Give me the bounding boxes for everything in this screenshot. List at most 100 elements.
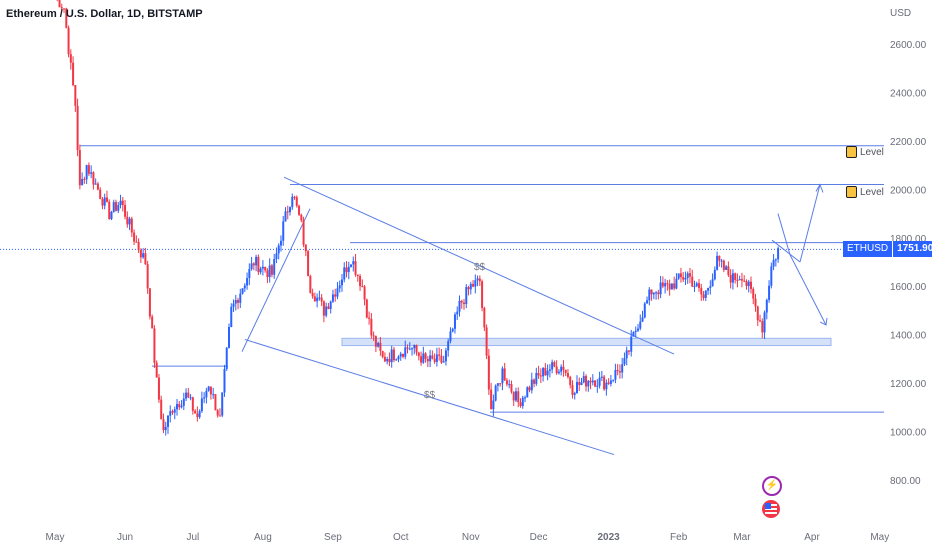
candle-body: [517, 391, 520, 403]
candle-body: [682, 277, 685, 280]
candle-body: [223, 369, 226, 393]
candle-body: [481, 281, 484, 309]
candle-body: [273, 259, 276, 275]
candle-body: [551, 362, 554, 370]
candle-body: [112, 202, 115, 212]
candle-body: [722, 260, 725, 270]
axis-layer: 2600.00 2400.00 2200.00 2000.00 1800.00 1600.…: [46, 40, 927, 543]
candle-body: [591, 380, 594, 383]
candle-body: [637, 328, 640, 331]
candle-body: [652, 292, 655, 295]
y-tick-label: 1400.00: [890, 331, 927, 342]
x-tick-label: Jul: [186, 532, 199, 543]
candle-body: [417, 352, 420, 357]
candle-body: [124, 205, 127, 217]
candle-body: [85, 165, 88, 180]
level-label-2[interactable]: Level: [846, 186, 884, 198]
candle-body: [765, 299, 768, 313]
candle-body: [535, 373, 538, 384]
candle-body: [92, 172, 95, 185]
candle-body: [155, 362, 158, 378]
candle-body: [707, 287, 710, 291]
candle-body: [749, 281, 752, 289]
candle-body: [627, 350, 630, 352]
candle-body: [196, 413, 199, 418]
candle-body: [291, 196, 294, 208]
candle-body: [609, 380, 612, 384]
candle-body: [137, 241, 140, 250]
candle-body: [232, 303, 235, 307]
candle-body: [673, 283, 676, 289]
candle-body: [237, 299, 240, 303]
lightning-icon[interactable]: ⚡: [762, 476, 782, 496]
currency-label: USD: [890, 8, 912, 19]
candle-body: [185, 392, 188, 399]
candle-body: [279, 240, 282, 246]
candle-body: [133, 232, 136, 242]
candle-body: [596, 385, 599, 387]
candle-body: [347, 266, 350, 273]
candle-body: [320, 297, 323, 302]
candle-body: [718, 255, 721, 261]
candle-body: [160, 399, 163, 420]
candle-body: [311, 292, 314, 297]
candle-body: [469, 284, 472, 290]
candle-body: [736, 280, 739, 282]
channel-lower-line: [244, 339, 615, 456]
candle-body: [128, 218, 131, 225]
candle-body: [261, 266, 264, 269]
y-tick-label: 2200.00: [890, 137, 927, 148]
candle-body: [383, 356, 386, 362]
candle-body: [277, 245, 280, 254]
candle-body: [537, 373, 540, 376]
candle-body: [727, 266, 730, 275]
price-badge: ETHUSD 1751.90: [843, 241, 932, 257]
candle-body: [216, 410, 219, 416]
candle-body: [264, 266, 267, 271]
candle-body: [616, 370, 619, 372]
x-tick-label: May: [870, 532, 889, 543]
candle-body: [752, 288, 755, 299]
flag-icon[interactable]: [762, 500, 780, 518]
candle-body: [354, 261, 357, 275]
candle-body: [194, 410, 197, 414]
chart-title: Ethereum / U.S. Dollar, 1D, BITSTAMP: [6, 8, 203, 20]
candle-body: [275, 253, 278, 260]
candle-body: [270, 265, 273, 275]
candle-body: [65, 8, 68, 28]
level-label-1[interactable]: Level: [846, 146, 884, 158]
channel-upper-line: [283, 176, 675, 355]
candle-body: [557, 371, 560, 374]
candle-body: [548, 369, 551, 371]
candle-body: [300, 214, 303, 221]
candle-body: [309, 275, 312, 293]
candle-body: [688, 273, 691, 277]
candle-body: [293, 196, 296, 198]
candle-body: [546, 370, 549, 376]
candle-body: [96, 183, 99, 190]
candle-body: [494, 385, 497, 401]
candle-body: [388, 358, 391, 363]
candle-body: [702, 294, 705, 298]
candle-body: [575, 382, 578, 394]
candle-body: [166, 415, 169, 427]
candle-body: [60, 7, 63, 9]
candle-body: [334, 294, 337, 297]
x-tick-label: Dec: [530, 532, 548, 543]
candle-body: [252, 263, 255, 266]
candle-body: [485, 327, 488, 356]
candle-body: [571, 384, 574, 395]
candle-body: [379, 342, 382, 351]
candle-body: [456, 311, 459, 315]
candle-body: [377, 342, 380, 347]
candle-body: [449, 331, 452, 342]
candle-body: [69, 54, 72, 63]
candle-body: [94, 183, 97, 185]
candle-body: [171, 411, 174, 413]
candle-body: [467, 287, 470, 290]
candle-body: [268, 265, 271, 278]
y-tick-label: 1000.00: [890, 428, 927, 439]
level-text: Level: [860, 146, 884, 158]
